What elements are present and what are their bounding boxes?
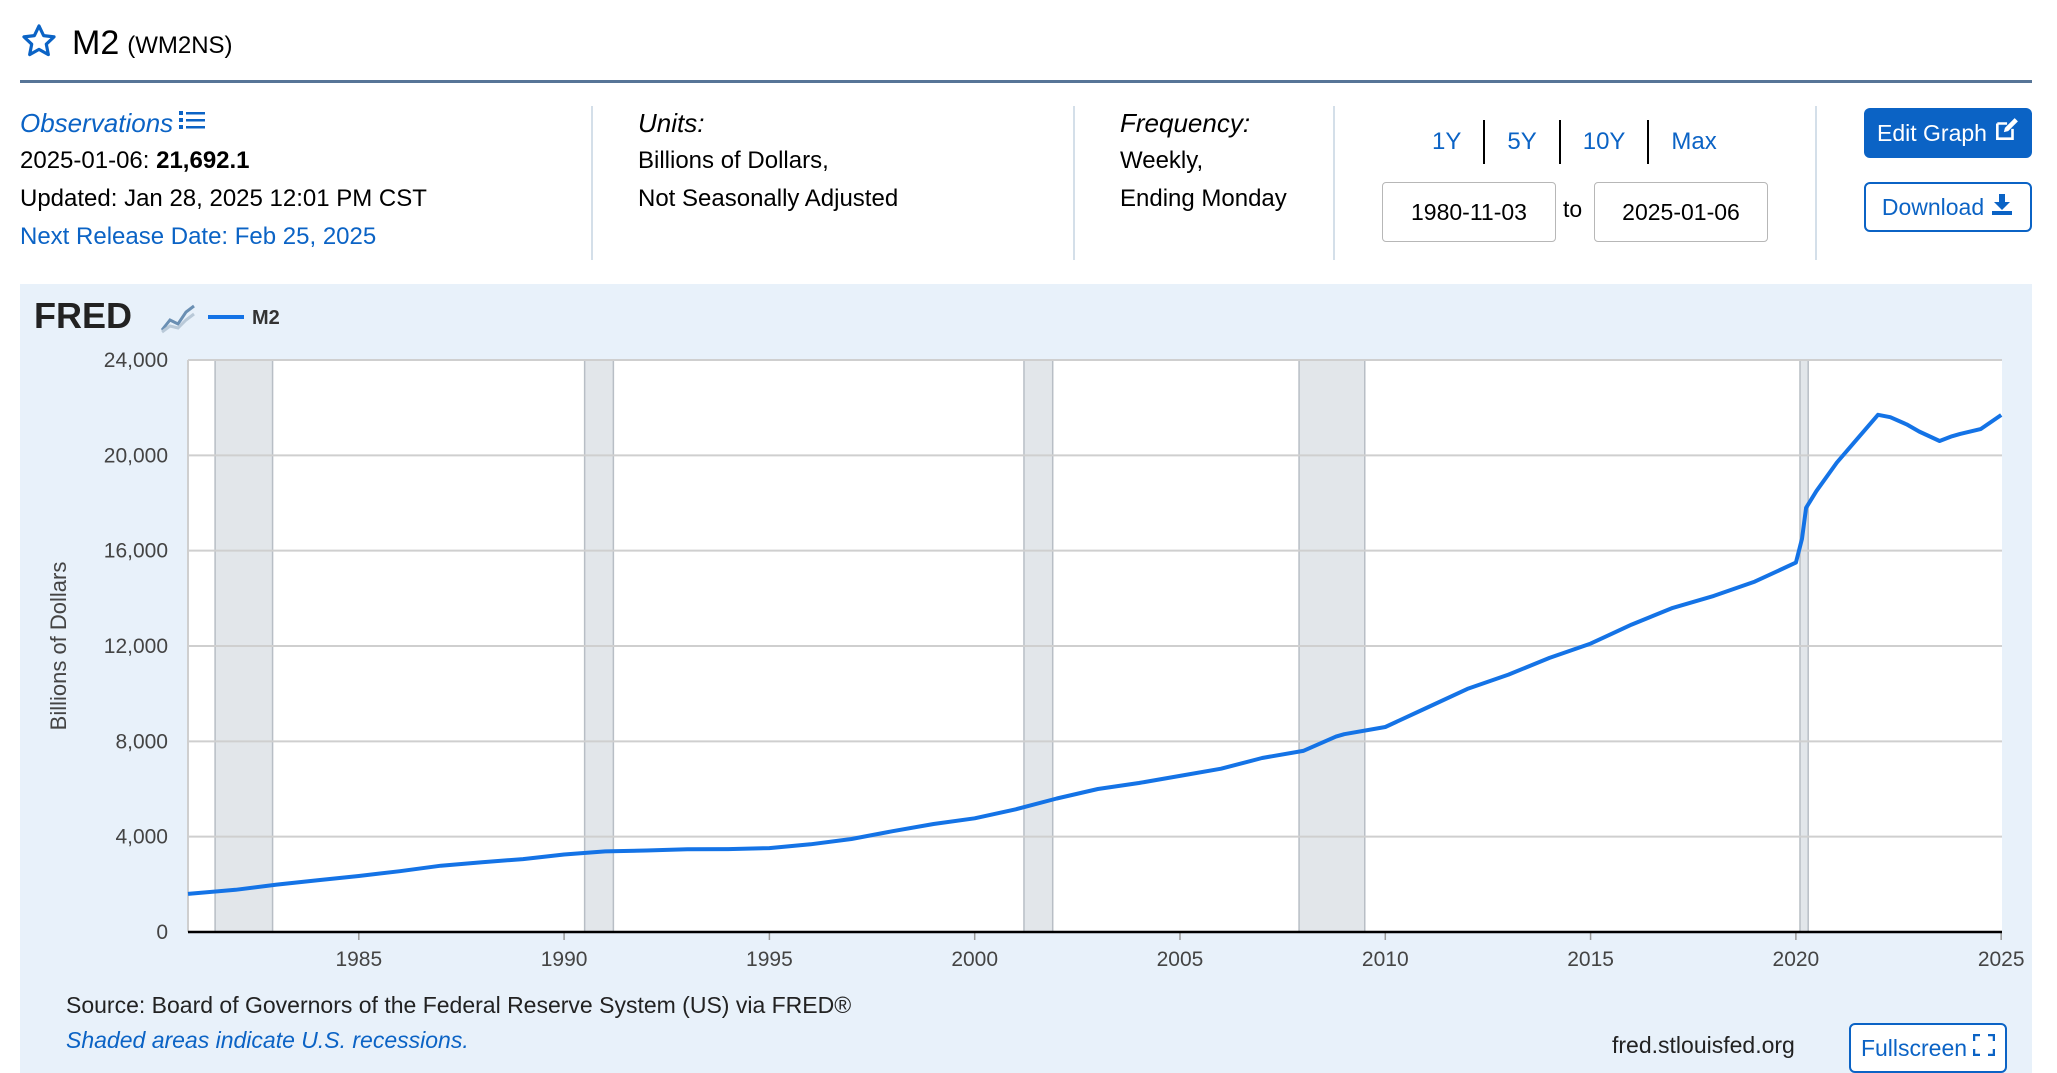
x-tick-label: 2015 xyxy=(1567,948,1614,971)
series-code: (WM2NS) xyxy=(127,32,233,59)
graph-panel: FRED M2 0 4,000 8,000 12,000 16,000 20,000 24,… xyxy=(20,284,2032,1073)
meta-divider xyxy=(1815,106,1817,260)
frequency-label: Frequency: xyxy=(1120,108,1251,138)
fred-logo-chart-icon xyxy=(160,304,195,334)
date-range-separator: to xyxy=(1563,196,1583,222)
fullscreen-label[interactable]: Fullscreen xyxy=(1860,1034,1968,1061)
observations-label[interactable]: Observations xyxy=(20,108,174,138)
y-tick-label: 4,000 xyxy=(115,826,168,849)
fullscreen-button[interactable]: Fullscreen xyxy=(1849,1023,2007,1073)
fred-logo-text: FRED xyxy=(34,295,132,336)
edit-graph-label[interactable]: Edit Graph xyxy=(1877,119,1987,146)
y-tick-label: 0 xyxy=(156,921,168,944)
site-url: fred.stlouisfed.org xyxy=(1612,1032,1795,1058)
x-tick-label: 1995 xyxy=(746,948,793,971)
x-tick-label: 2005 xyxy=(1157,948,1204,971)
fred-logo: FRED xyxy=(34,295,195,336)
end-date-input[interactable]: 2025-01-06 xyxy=(1594,182,1768,242)
next-release-date: Next Release Date: Feb 25, 2025 xyxy=(20,223,377,250)
series-title-bar: M2 (WM2NS) xyxy=(20,18,233,68)
x-tick-label: 2010 xyxy=(1362,948,1409,971)
y-axis-label: Billions of Dollars xyxy=(46,562,71,731)
series-title: M2 xyxy=(72,23,120,62)
frequency-panel: Frequency: Weekly, Ending Monday xyxy=(1120,104,1287,218)
frequency-line-1: Weekly, xyxy=(1120,147,1204,174)
star-icon[interactable] xyxy=(20,22,58,65)
meta-divider xyxy=(1333,106,1335,260)
x-tick-label: 1985 xyxy=(335,948,382,971)
start-date-input[interactable]: 1980-11-03 xyxy=(1382,182,1556,242)
x-tick-label: 2000 xyxy=(951,948,998,971)
x-tick-label: 2020 xyxy=(1773,948,1820,971)
observations-link[interactable]: Observations xyxy=(20,104,427,142)
units-label: Units: xyxy=(638,108,705,138)
fullscreen-icon[interactable] xyxy=(1967,1033,1996,1062)
units-line-2: Not Seasonally Adjusted xyxy=(638,185,899,212)
header-divider xyxy=(20,80,2032,83)
edit-icon[interactable] xyxy=(1987,117,2019,149)
range-max-button[interactable]: Max xyxy=(1671,128,1717,155)
recession-shading-note[interactable]: Shaded areas indicate U.S. recessions. xyxy=(66,1027,469,1053)
updated-timestamp: Updated: Jan 28, 2025 12:01 PM CST xyxy=(20,185,427,212)
m2-line-chart: FRED M2 0 4,000 8,000 12,000 16,000 20,000 24,… xyxy=(34,295,2025,971)
download-label[interactable]: Download xyxy=(1881,193,1985,220)
range-5y-button[interactable]: 5Y xyxy=(1485,120,1561,164)
range-1y-button[interactable]: 1Y xyxy=(1410,120,1486,164)
y-tick-label: 16,000 xyxy=(104,540,168,563)
source-note: Source: Board of Governors of the Federa… xyxy=(66,992,852,1018)
y-tick-label: 20,000 xyxy=(104,444,168,467)
legend-label-m2: M2 xyxy=(252,307,280,329)
download-icon[interactable] xyxy=(1984,192,2014,222)
frequency-line-2: Ending Monday xyxy=(1120,185,1287,212)
range-buttons: 1Y 5Y 10Y Max xyxy=(1410,120,1739,164)
latest-observation: 2025-01-06: 21,692.1 xyxy=(20,142,427,180)
y-tick-label: 24,000 xyxy=(104,349,168,372)
list-icon[interactable] xyxy=(173,104,206,142)
latest-observation-value: 21,692.1 xyxy=(156,147,250,174)
units-panel: Units: Billions of Dollars, Not Seasonal… xyxy=(638,104,898,218)
download-button[interactable]: Download xyxy=(1864,182,2032,232)
edit-graph-button[interactable]: Edit Graph xyxy=(1864,108,2032,158)
y-tick-label: 8,000 xyxy=(115,730,168,753)
x-tick-label: 1990 xyxy=(541,948,588,971)
series-line-m2 xyxy=(187,412,2003,896)
x-tick-label: 2025 xyxy=(1978,948,2025,971)
y-tick-label: 12,000 xyxy=(104,635,168,658)
units-line-1: Billions of Dollars, xyxy=(638,147,829,174)
latest-observation-date: 2025-01-06: xyxy=(20,147,150,174)
meta-divider xyxy=(1073,106,1075,260)
meta-divider xyxy=(591,106,593,260)
observations-panel: Observations 2025-01-06: 21,692.1 Update… xyxy=(20,104,427,256)
range-10y-button[interactable]: 10Y xyxy=(1561,120,1650,164)
